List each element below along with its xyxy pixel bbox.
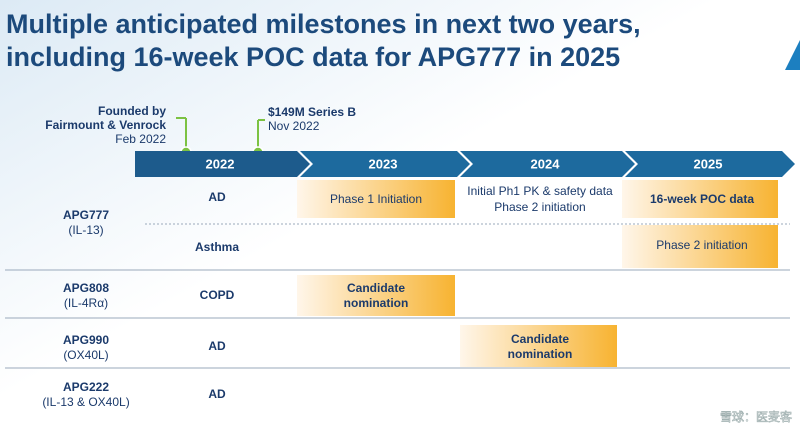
event-text: Initial Ph1 PK & safety data <box>467 184 613 198</box>
event-cell <box>622 225 778 268</box>
year-label: 2024 <box>531 156 561 171</box>
event-cell <box>297 180 455 218</box>
year-chevron <box>300 151 470 177</box>
event-text: Candidate <box>511 332 569 346</box>
indication: AD <box>208 339 226 353</box>
program-name: APG222 <box>63 380 109 394</box>
event-text: 16-week POC data <box>650 192 754 206</box>
milestone-label: Fairmount & Venrock <box>45 118 166 132</box>
program-target: (IL-4Rα) <box>64 296 108 310</box>
year-chevron <box>625 151 795 177</box>
event-text: Phase 2 initiation <box>494 200 585 214</box>
program-name: APG777 <box>63 208 109 222</box>
program-name: APG990 <box>63 333 109 347</box>
watermark: 雪球：医麦客 <box>720 409 792 424</box>
milestone-label: Founded by <box>98 104 166 118</box>
logo-fragment <box>785 40 800 70</box>
event-text: Phase 2 initiation <box>656 238 747 252</box>
title: Multiple anticipated milestones in next … <box>6 9 641 39</box>
indication: AD <box>208 387 226 401</box>
event-text: Phase 1 Initiation <box>330 192 422 206</box>
title: including 16-week POC data for APG777 in… <box>6 42 620 72</box>
year-label: 2023 <box>369 156 398 171</box>
year-chevron <box>135 151 310 177</box>
indication: Asthma <box>195 240 239 254</box>
program-target: (IL-13 & OX40L) <box>42 395 129 409</box>
indication: AD <box>208 190 226 204</box>
event-cell <box>297 275 455 316</box>
indication: COPD <box>200 288 235 302</box>
event-cell <box>460 325 617 367</box>
year-label: 2025 <box>694 156 723 171</box>
program-target: (OX40L) <box>63 348 108 362</box>
milestone-label: $149M Series B <box>268 105 356 119</box>
event-text: nomination <box>508 347 573 361</box>
year-chevron <box>460 151 635 177</box>
milestone-date: Nov 2022 <box>268 119 320 133</box>
event-text: Candidate <box>347 281 405 295</box>
event-text: nomination <box>344 296 409 310</box>
program-target: (IL-13) <box>68 223 103 237</box>
program-name: APG808 <box>63 281 109 295</box>
event-cell <box>622 180 778 218</box>
milestone-date: Feb 2022 <box>115 132 166 146</box>
year-label: 2022 <box>206 156 235 171</box>
